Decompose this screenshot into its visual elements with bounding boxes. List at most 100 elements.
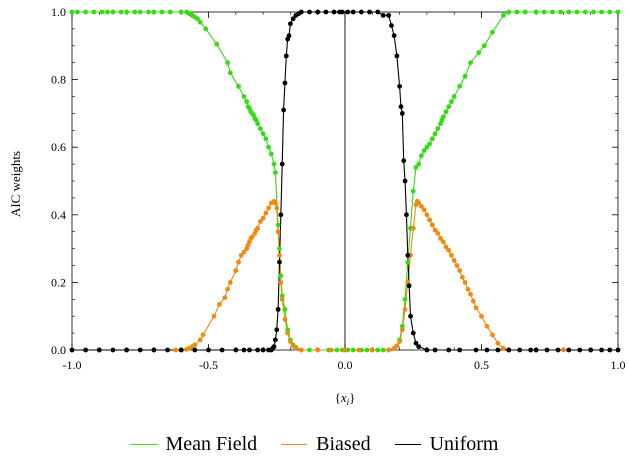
series-point-uniform bbox=[408, 313, 413, 319]
series-point-mean-field bbox=[272, 170, 278, 175]
series-point-uniform bbox=[233, 347, 239, 353]
series-point-mean-field bbox=[449, 99, 454, 104]
series-point-mean-field bbox=[607, 9, 613, 15]
series-point-biased bbox=[328, 347, 334, 353]
series-point-uniform bbox=[577, 347, 583, 353]
series-point-uniform bbox=[271, 344, 277, 350]
series-point-biased bbox=[484, 323, 490, 329]
series-point-biased bbox=[315, 347, 321, 353]
series-point-uniform bbox=[424, 347, 430, 353]
series-point-biased bbox=[399, 327, 405, 333]
series-point-uniform bbox=[406, 283, 412, 289]
series-point-uniform bbox=[533, 347, 539, 353]
series-point-uniform bbox=[345, 9, 351, 15]
series-point-mean-field bbox=[132, 9, 138, 15]
series-point-uniform bbox=[473, 347, 479, 353]
legend-item-uniform: Uniform bbox=[394, 433, 499, 456]
series-point-mean-field bbox=[402, 296, 408, 302]
series-point-biased bbox=[457, 268, 463, 273]
series-point-mean-field bbox=[279, 293, 285, 299]
series-point-mean-field bbox=[75, 9, 80, 15]
series-point-biased bbox=[278, 280, 284, 285]
series-point-mean-field bbox=[110, 9, 116, 15]
series-point-biased bbox=[429, 222, 435, 228]
x-axis-title-var: x bbox=[340, 390, 347, 405]
series-point-mean-field bbox=[558, 9, 564, 15]
series-point-biased bbox=[257, 219, 263, 224]
series-point-biased bbox=[288, 339, 293, 344]
series-point-biased bbox=[432, 227, 438, 233]
series-point-biased bbox=[470, 298, 476, 304]
x-axis-title-subscript: i bbox=[347, 397, 350, 407]
series-point-biased bbox=[490, 332, 495, 338]
series-point-biased bbox=[440, 239, 446, 245]
series-point-uniform bbox=[402, 178, 408, 184]
series-point-uniform bbox=[588, 347, 594, 353]
series-point-uniform bbox=[386, 12, 392, 18]
series-point-biased bbox=[410, 225, 416, 231]
series-point-biased bbox=[272, 200, 278, 206]
series-point-mean-field bbox=[137, 9, 143, 15]
series-point-uniform bbox=[432, 347, 438, 353]
series-point-biased bbox=[427, 217, 433, 223]
series-point-mean-field bbox=[405, 259, 411, 265]
series-point-uniform bbox=[286, 33, 292, 39]
series-point-mean-field bbox=[167, 9, 173, 15]
x-axis-title: {xi} bbox=[335, 390, 356, 407]
series-point-mean-field bbox=[268, 151, 274, 157]
legend-item-biased: Biased bbox=[281, 433, 371, 456]
series-point-biased bbox=[275, 229, 281, 235]
series-point-biased bbox=[473, 305, 479, 311]
series-point-biased bbox=[241, 249, 247, 255]
series-point-biased bbox=[200, 332, 206, 338]
y-tick-label: 0.2 bbox=[51, 275, 66, 289]
legend-label-uniform: Uniform bbox=[429, 433, 499, 455]
x-tick-label: -0.5 bbox=[199, 358, 218, 372]
series-point-biased bbox=[238, 252, 244, 258]
series-point-mean-field bbox=[380, 347, 386, 353]
series-point-biased bbox=[443, 244, 449, 250]
series-point-mean-field bbox=[410, 188, 416, 194]
series-point-uniform bbox=[247, 347, 252, 353]
series-point-mean-field bbox=[615, 9, 621, 15]
series-point-mean-field bbox=[271, 161, 277, 167]
series-point-biased bbox=[293, 345, 299, 351]
series-point-mean-field bbox=[375, 347, 381, 353]
series-point-uniform bbox=[339, 9, 345, 15]
series-point-mean-field bbox=[435, 126, 441, 132]
series-point-biased bbox=[386, 347, 392, 353]
series-point-uniform bbox=[83, 347, 89, 353]
series-point-mean-field bbox=[457, 83, 463, 89]
legend-swatch-uniform bbox=[394, 444, 421, 445]
series-point-uniform bbox=[260, 347, 266, 353]
series-point-mean-field bbox=[399, 323, 405, 329]
series-point-biased bbox=[217, 301, 222, 307]
series-point-uniform bbox=[331, 9, 337, 15]
series-point-mean-field bbox=[146, 9, 151, 15]
series-point-uniform bbox=[282, 80, 288, 86]
series-point-mean-field bbox=[334, 347, 340, 353]
series-point-mean-field bbox=[419, 153, 424, 159]
series-point-biased bbox=[454, 263, 460, 268]
series-point-mean-field bbox=[282, 307, 288, 312]
series-point-uniform bbox=[416, 344, 422, 350]
series-point-biased bbox=[249, 234, 255, 240]
series-point-biased bbox=[282, 317, 288, 322]
series-point-biased bbox=[236, 259, 241, 265]
series-point-uniform bbox=[446, 347, 452, 353]
x-axis-title-brace-open: { bbox=[335, 390, 341, 405]
series-point-mean-field bbox=[429, 136, 435, 142]
series-point-mean-field bbox=[421, 148, 427, 153]
series-point-mean-field bbox=[255, 121, 261, 126]
chart: -1.0 -0.5 0.0 0.5 1.0 0.0 0.2 0.4 0.6 0.8 1.0 AIC … bbox=[8, 5, 626, 407]
series-point-mean-field bbox=[522, 9, 528, 15]
series-point-mean-field bbox=[424, 144, 430, 150]
series-point-biased bbox=[424, 212, 430, 218]
series-point-uniform bbox=[255, 347, 261, 353]
series-point-uniform bbox=[495, 347, 501, 353]
series-point-uniform bbox=[219, 347, 225, 353]
series-point-mean-field bbox=[506, 9, 512, 15]
series-point-biased bbox=[211, 313, 217, 319]
series-point-biased bbox=[449, 252, 454, 258]
series-point-uniform bbox=[272, 337, 278, 343]
